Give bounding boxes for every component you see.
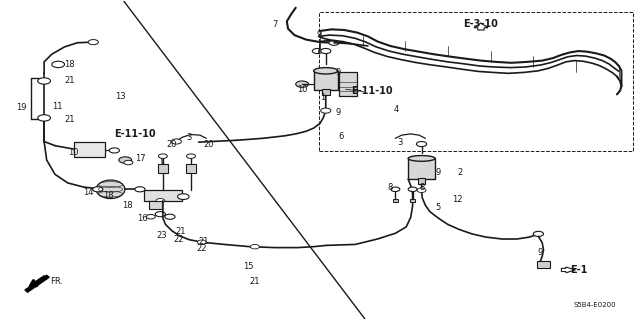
Text: 19: 19 — [16, 103, 26, 112]
Circle shape — [124, 160, 133, 165]
Text: 9: 9 — [335, 68, 340, 77]
Text: 3: 3 — [186, 133, 192, 142]
Text: 17: 17 — [134, 154, 145, 163]
Circle shape — [109, 148, 120, 153]
Ellipse shape — [408, 156, 435, 161]
Text: 13: 13 — [115, 92, 126, 101]
Text: 21: 21 — [250, 277, 260, 286]
Text: 21: 21 — [175, 227, 186, 236]
Circle shape — [119, 157, 132, 163]
Bar — [186, 164, 196, 173]
Text: 3: 3 — [397, 138, 403, 147]
Bar — [144, 190, 182, 201]
Text: 18: 18 — [122, 201, 132, 210]
Text: 10: 10 — [297, 85, 307, 94]
Text: 16: 16 — [137, 214, 148, 223]
Text: 2: 2 — [458, 168, 463, 177]
Text: 11: 11 — [52, 102, 62, 111]
Bar — [322, 89, 330, 95]
Circle shape — [312, 49, 323, 53]
Text: 9: 9 — [435, 168, 441, 177]
Circle shape — [417, 188, 426, 193]
Text: 20: 20 — [203, 140, 214, 149]
Bar — [418, 179, 426, 184]
Bar — [149, 201, 162, 209]
Bar — [158, 164, 168, 173]
Circle shape — [417, 141, 427, 147]
Text: FR.: FR. — [51, 277, 63, 286]
Text: 7: 7 — [273, 20, 278, 29]
Text: 8: 8 — [388, 183, 393, 192]
Text: 18: 18 — [102, 191, 113, 200]
Bar — [408, 158, 435, 179]
Text: S5B4-E0200: S5B4-E0200 — [573, 302, 616, 308]
Circle shape — [93, 187, 103, 192]
Text: 1: 1 — [321, 93, 326, 102]
Text: 21: 21 — [65, 115, 75, 124]
Polygon shape — [25, 275, 49, 292]
Circle shape — [38, 115, 51, 121]
Text: 6: 6 — [339, 132, 344, 140]
Text: 20: 20 — [166, 140, 177, 149]
Circle shape — [186, 154, 195, 158]
Circle shape — [156, 212, 166, 217]
Text: 9: 9 — [538, 248, 543, 257]
Text: E-11-10: E-11-10 — [114, 129, 156, 139]
Circle shape — [165, 214, 175, 219]
Text: 9: 9 — [316, 30, 321, 39]
Text: E-1: E-1 — [570, 265, 588, 275]
Circle shape — [156, 198, 165, 203]
Circle shape — [197, 240, 206, 244]
Text: 21: 21 — [198, 237, 209, 246]
Circle shape — [408, 187, 417, 192]
Text: 12: 12 — [452, 195, 463, 204]
Bar — [339, 72, 357, 96]
Circle shape — [38, 78, 51, 84]
Text: 9: 9 — [335, 108, 340, 117]
Bar — [74, 141, 105, 157]
Circle shape — [391, 187, 400, 192]
Text: E-11-10: E-11-10 — [351, 85, 393, 96]
Circle shape — [52, 61, 65, 68]
Text: 8: 8 — [419, 183, 425, 192]
Bar — [537, 261, 550, 268]
Text: 5: 5 — [435, 203, 441, 212]
Circle shape — [321, 49, 331, 53]
Circle shape — [296, 81, 308, 87]
Text: 21: 21 — [65, 76, 75, 85]
Circle shape — [135, 187, 145, 192]
Text: 14: 14 — [84, 188, 94, 197]
Circle shape — [533, 231, 543, 236]
Bar — [319, 12, 633, 151]
Bar — [314, 71, 338, 90]
Circle shape — [177, 194, 189, 199]
Circle shape — [159, 154, 168, 158]
Bar — [393, 199, 398, 202]
Text: 18: 18 — [65, 60, 75, 69]
Circle shape — [250, 244, 259, 249]
Text: E-3-10: E-3-10 — [463, 19, 499, 28]
Circle shape — [147, 214, 156, 219]
Text: 22: 22 — [196, 244, 207, 253]
Circle shape — [329, 40, 339, 45]
Ellipse shape — [96, 180, 125, 198]
Text: 15: 15 — [243, 262, 253, 271]
Text: 10: 10 — [68, 148, 78, 157]
Circle shape — [321, 108, 331, 113]
Ellipse shape — [314, 68, 338, 74]
Circle shape — [172, 139, 181, 144]
Text: 4: 4 — [394, 105, 399, 114]
Circle shape — [88, 40, 99, 45]
Text: 22: 22 — [173, 235, 184, 244]
Text: 23: 23 — [156, 231, 167, 240]
Bar — [410, 199, 415, 202]
